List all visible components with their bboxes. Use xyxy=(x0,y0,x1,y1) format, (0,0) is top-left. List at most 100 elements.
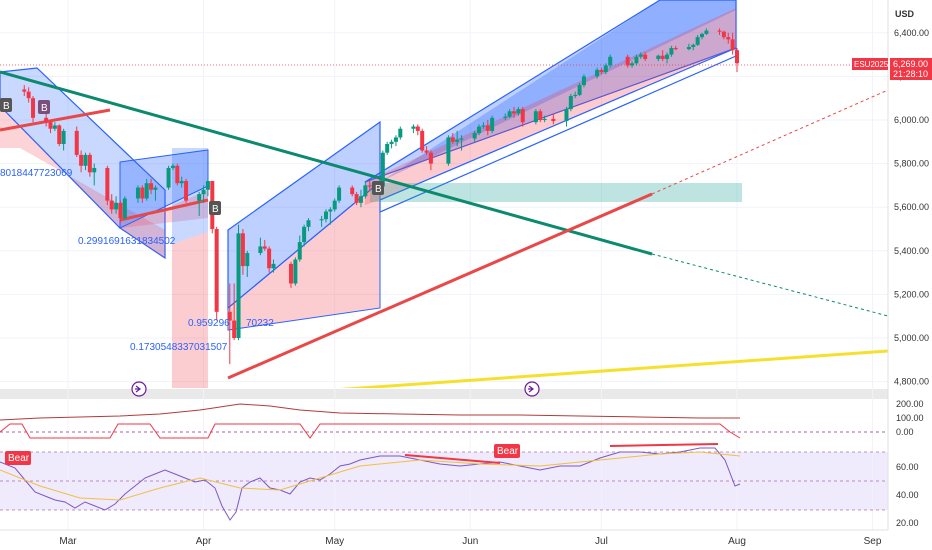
candle[interactable] xyxy=(79,150,84,173)
candle[interactable] xyxy=(660,50,665,62)
candle[interactable] xyxy=(630,61,635,68)
red-trendline-short[interactable] xyxy=(0,108,111,132)
price-pane[interactable] xyxy=(0,0,888,400)
scroll-to-date-button-2[interactable] xyxy=(524,381,540,397)
candle[interactable] xyxy=(214,226,219,321)
candle[interactable] xyxy=(520,106,525,127)
candle[interactable] xyxy=(730,32,735,55)
candle[interactable] xyxy=(227,283,232,365)
teal-trendline[interactable] xyxy=(0,70,653,256)
bear-divergence-line-2[interactable] xyxy=(609,443,719,447)
candle[interactable] xyxy=(109,194,114,214)
candle[interactable] xyxy=(503,113,508,120)
candle[interactable] xyxy=(271,259,276,273)
candle[interactable] xyxy=(542,115,547,123)
candle[interactable] xyxy=(236,224,241,341)
red-trendline-mid[interactable] xyxy=(119,198,209,222)
candle[interactable] xyxy=(634,54,639,66)
candle[interactable] xyxy=(717,28,722,35)
candle[interactable] xyxy=(490,115,495,134)
candle[interactable] xyxy=(92,163,97,186)
candle[interactable] xyxy=(608,54,613,68)
candle[interactable] xyxy=(354,191,359,206)
candle[interactable] xyxy=(302,224,307,247)
candle[interactable] xyxy=(481,122,486,129)
candle[interactable] xyxy=(446,135,451,166)
candle[interactable] xyxy=(184,178,189,203)
candle[interactable] xyxy=(477,124,482,136)
candles[interactable] xyxy=(22,28,739,365)
candle[interactable] xyxy=(31,96,36,123)
candle[interactable] xyxy=(428,150,433,171)
candle[interactable] xyxy=(83,152,88,171)
candle[interactable] xyxy=(61,128,66,151)
candle[interactable] xyxy=(306,218,311,232)
candle[interactable] xyxy=(411,124,416,134)
candle[interactable] xyxy=(673,45,678,51)
candle[interactable] xyxy=(144,178,149,201)
candle[interactable] xyxy=(424,146,429,155)
candle[interactable] xyxy=(289,261,293,288)
candle[interactable] xyxy=(52,122,57,131)
candle[interactable] xyxy=(385,141,390,155)
candle[interactable] xyxy=(450,133,455,144)
candle[interactable] xyxy=(350,185,355,197)
candle[interactable] xyxy=(74,126,79,158)
candle[interactable] xyxy=(415,124,420,136)
candle[interactable] xyxy=(726,32,731,44)
last-price-tag[interactable]: 6,269.00 21:28:10 xyxy=(890,58,932,80)
candle[interactable] xyxy=(26,87,31,103)
candle[interactable] xyxy=(665,52,670,64)
candle[interactable] xyxy=(319,215,324,227)
candle[interactable] xyxy=(538,109,543,123)
pane-separator-1[interactable] xyxy=(0,389,888,399)
candle[interactable] xyxy=(512,106,516,118)
candle[interactable] xyxy=(197,191,202,216)
candle[interactable] xyxy=(625,54,630,68)
candle[interactable] xyxy=(603,63,608,75)
candle[interactable] xyxy=(201,185,206,203)
candle[interactable] xyxy=(323,209,328,223)
signal-marker-b-1[interactable]: B xyxy=(0,98,12,112)
candle[interactable] xyxy=(153,185,158,201)
bear-label-2[interactable]: Bear xyxy=(494,444,520,458)
candle[interactable] xyxy=(140,185,145,203)
candle[interactable] xyxy=(149,178,154,195)
candle[interactable] xyxy=(337,185,342,203)
candle[interactable] xyxy=(551,113,556,125)
candle[interactable] xyxy=(455,130,460,147)
scroll-to-date-button-1[interactable] xyxy=(131,381,147,397)
candle[interactable] xyxy=(175,163,180,186)
channel-3-blue[interactable] xyxy=(172,148,208,244)
candle[interactable] xyxy=(564,106,569,127)
candle[interactable] xyxy=(691,43,696,51)
time-axis[interactable] xyxy=(0,530,888,550)
candle[interactable] xyxy=(638,52,643,59)
candle[interactable] xyxy=(459,135,464,151)
candle[interactable] xyxy=(22,85,27,97)
candle[interactable] xyxy=(48,120,53,134)
candle[interactable] xyxy=(656,54,661,62)
candle[interactable] xyxy=(262,239,267,251)
candle[interactable] xyxy=(135,185,140,203)
channel-4-red[interactable] xyxy=(227,180,381,331)
candle[interactable] xyxy=(118,200,123,223)
candle[interactable] xyxy=(245,250,250,277)
candle[interactable] xyxy=(472,130,477,142)
symbol-tag[interactable]: ESU2025 xyxy=(852,58,889,70)
candle[interactable] xyxy=(87,152,92,177)
candle[interactable] xyxy=(114,196,119,214)
candle[interactable] xyxy=(170,163,175,171)
candle[interactable] xyxy=(573,91,578,99)
candle[interactable] xyxy=(398,126,403,140)
candle[interactable] xyxy=(581,74,586,88)
candle[interactable] xyxy=(367,181,372,190)
candle[interactable] xyxy=(57,124,62,147)
red-trendline[interactable] xyxy=(227,192,653,380)
rsi-pane[interactable]: Bear Bear xyxy=(0,443,888,521)
channel-5-blue[interactable] xyxy=(380,0,736,182)
candle[interactable] xyxy=(267,246,272,273)
indicator-pane-1[interactable] xyxy=(0,403,888,439)
candle[interactable] xyxy=(735,48,739,73)
